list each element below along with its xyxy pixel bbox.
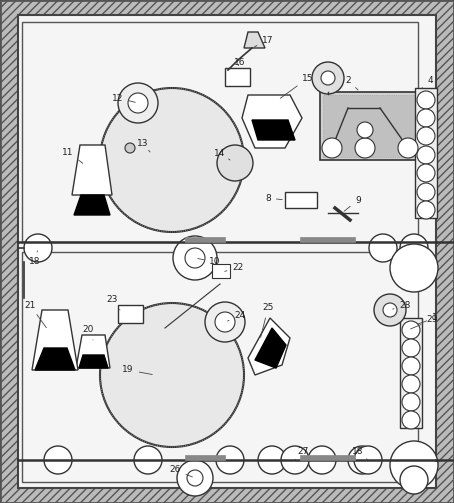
Bar: [185, 237, 225, 242]
Bar: [400, 318, 422, 428]
Text: 4: 4: [422, 75, 433, 88]
Circle shape: [402, 339, 420, 357]
Circle shape: [402, 393, 420, 411]
Bar: [118, 305, 143, 323]
Bar: [212, 264, 230, 278]
Bar: [300, 455, 355, 460]
Text: 13: 13: [137, 138, 150, 152]
Circle shape: [205, 302, 245, 342]
Circle shape: [125, 143, 135, 153]
Text: 19: 19: [122, 366, 152, 375]
Circle shape: [258, 446, 286, 474]
Circle shape: [100, 303, 244, 447]
Polygon shape: [72, 145, 112, 195]
Circle shape: [217, 145, 253, 181]
Bar: [22, 252, 418, 482]
Circle shape: [383, 303, 397, 317]
Text: 27: 27: [295, 448, 309, 460]
Text: 28: 28: [393, 300, 411, 309]
Polygon shape: [32, 310, 78, 370]
Text: 1: 1: [418, 313, 438, 324]
Circle shape: [402, 321, 420, 339]
Text: 18: 18: [29, 250, 41, 267]
Circle shape: [417, 201, 435, 219]
Circle shape: [402, 357, 420, 375]
Polygon shape: [242, 95, 302, 148]
Circle shape: [216, 446, 244, 474]
Circle shape: [321, 71, 335, 85]
Polygon shape: [244, 32, 265, 48]
Bar: [320, 92, 420, 160]
Circle shape: [354, 446, 382, 474]
Circle shape: [355, 138, 375, 158]
Circle shape: [348, 446, 376, 474]
Circle shape: [187, 470, 203, 486]
Circle shape: [400, 234, 428, 262]
Text: 15: 15: [280, 73, 314, 99]
Circle shape: [215, 312, 235, 332]
Circle shape: [281, 446, 309, 474]
Circle shape: [185, 248, 205, 268]
Polygon shape: [248, 318, 290, 375]
Text: 12: 12: [112, 94, 135, 103]
Circle shape: [100, 88, 244, 232]
Circle shape: [417, 146, 435, 164]
Polygon shape: [35, 348, 75, 370]
Circle shape: [400, 466, 428, 494]
Text: 18: 18: [352, 448, 368, 460]
Text: 16: 16: [234, 57, 246, 66]
Circle shape: [128, 93, 148, 113]
Circle shape: [322, 138, 342, 158]
Text: 17: 17: [255, 36, 274, 47]
Text: 29: 29: [410, 315, 438, 329]
Circle shape: [417, 91, 435, 109]
Circle shape: [374, 294, 406, 326]
Polygon shape: [252, 120, 295, 140]
Bar: [285, 192, 317, 208]
Circle shape: [24, 234, 52, 262]
Circle shape: [390, 244, 438, 292]
Text: 9: 9: [344, 196, 361, 211]
Text: 8: 8: [265, 194, 282, 203]
Text: 10: 10: [198, 258, 221, 267]
Bar: [225, 68, 250, 86]
Text: 26: 26: [169, 465, 192, 477]
Circle shape: [402, 411, 420, 429]
Text: 22: 22: [225, 264, 244, 273]
Circle shape: [417, 183, 435, 201]
Text: 2: 2: [345, 75, 358, 90]
Polygon shape: [79, 355, 108, 368]
Circle shape: [44, 446, 72, 474]
Polygon shape: [255, 328, 286, 368]
Text: 11: 11: [62, 147, 83, 163]
Circle shape: [177, 460, 213, 496]
Circle shape: [417, 109, 435, 127]
Circle shape: [390, 441, 438, 489]
Circle shape: [173, 236, 217, 280]
Circle shape: [417, 127, 435, 145]
Circle shape: [312, 62, 344, 94]
Circle shape: [308, 446, 336, 474]
Bar: [185, 455, 225, 460]
Circle shape: [417, 164, 435, 182]
Text: 14: 14: [214, 148, 230, 160]
Circle shape: [357, 122, 373, 138]
Circle shape: [402, 375, 420, 393]
Polygon shape: [74, 195, 110, 215]
Text: 21: 21: [25, 300, 46, 328]
Circle shape: [134, 446, 162, 474]
Bar: [300, 237, 355, 242]
Circle shape: [369, 234, 397, 262]
Circle shape: [118, 83, 158, 123]
Bar: [323, 95, 417, 157]
Circle shape: [398, 138, 418, 158]
Bar: [415, 88, 437, 218]
Polygon shape: [76, 335, 110, 368]
Text: 25: 25: [261, 303, 274, 338]
Text: 24: 24: [227, 311, 246, 321]
Text: 20: 20: [82, 325, 94, 340]
Bar: [22, 22, 418, 242]
Text: 23: 23: [106, 295, 120, 310]
